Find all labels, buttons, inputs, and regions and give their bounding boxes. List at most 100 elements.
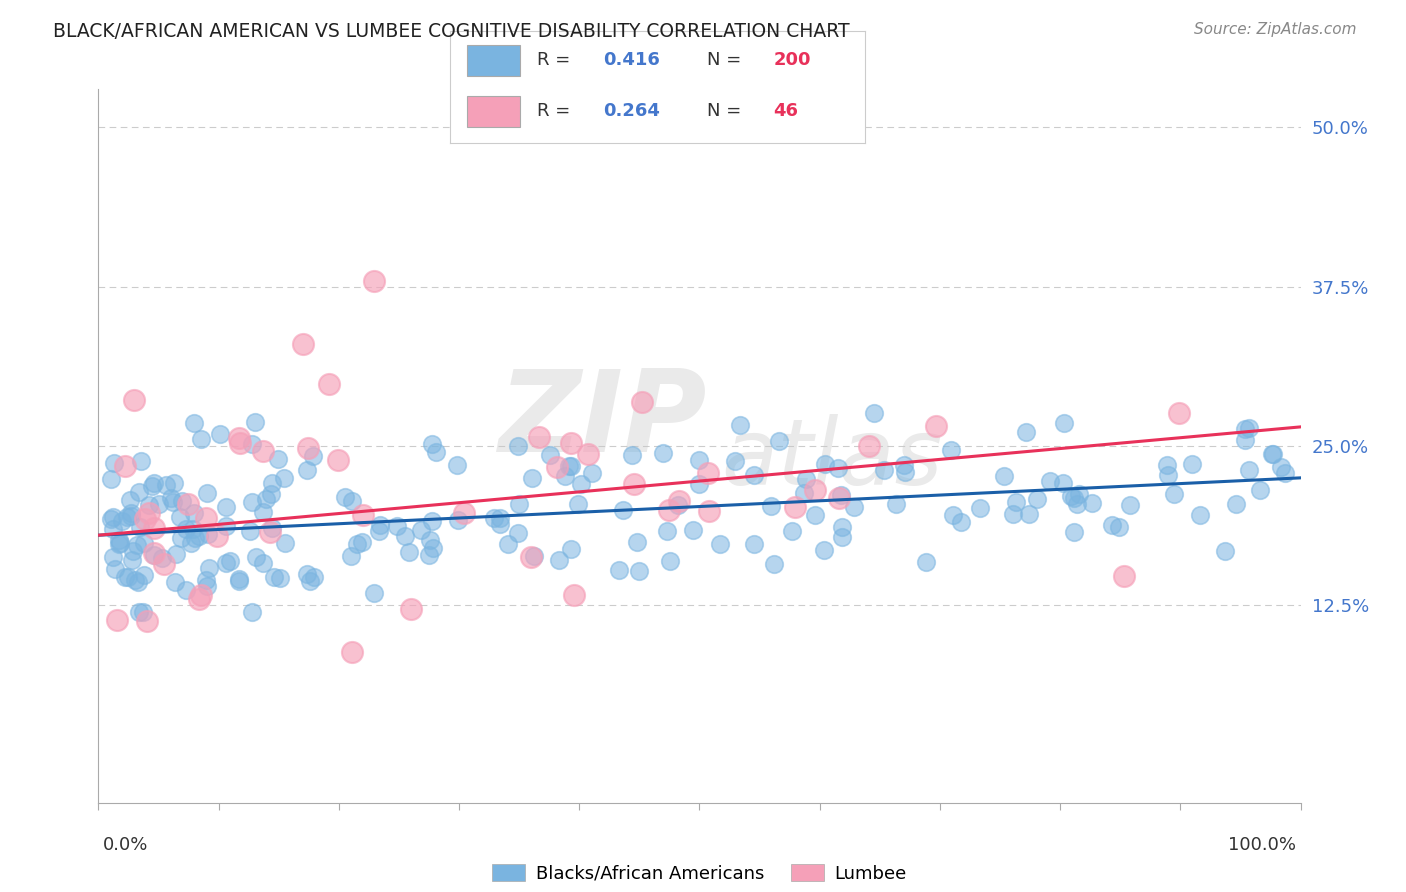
Point [219, 554, 242, 568]
Point [682, 524, 704, 538]
Point [709, 537, 731, 551]
Point [813, 457, 835, 471]
Point [420, 436, 443, 450]
Point [844, 500, 866, 515]
Point [333, 490, 356, 504]
Point [768, 434, 790, 448]
Point [128, 485, 150, 500]
Point [183, 531, 205, 545]
Point [100, 512, 122, 526]
Point [620, 448, 643, 462]
Point [115, 510, 138, 524]
Point [273, 470, 295, 484]
Point [1060, 490, 1083, 504]
Point [208, 427, 231, 442]
Point [160, 491, 183, 506]
Point [368, 517, 391, 532]
Point [131, 605, 153, 619]
Point [418, 548, 440, 562]
Point [548, 552, 571, 566]
Point [1018, 508, 1040, 522]
Text: 200: 200 [773, 51, 811, 70]
Point [254, 492, 277, 507]
Point [120, 506, 142, 520]
Point [1005, 494, 1028, 508]
Point [1237, 463, 1260, 477]
Point [252, 444, 274, 458]
Point [120, 509, 142, 524]
Point [793, 486, 815, 500]
Point [195, 511, 218, 525]
Point [114, 570, 136, 584]
Point [107, 536, 129, 550]
Point [368, 524, 391, 538]
Point [1014, 425, 1036, 439]
Point [163, 476, 186, 491]
Point [350, 535, 373, 549]
Point [229, 436, 252, 450]
Point [136, 614, 159, 628]
Point [1167, 406, 1189, 420]
FancyBboxPatch shape [467, 45, 520, 76]
Point [446, 458, 468, 473]
Point [668, 494, 690, 508]
Point [1067, 487, 1090, 501]
Point [623, 477, 645, 491]
Text: 0.0%: 0.0% [103, 836, 148, 854]
Point [1063, 491, 1085, 505]
Point [858, 439, 880, 453]
Point [697, 467, 720, 481]
Point [177, 497, 200, 511]
Text: ZIP: ZIP [499, 365, 707, 476]
Point [569, 476, 592, 491]
Point [628, 564, 651, 578]
Text: 0.264: 0.264 [603, 103, 661, 120]
Point [894, 465, 917, 479]
Point [180, 535, 202, 549]
Point [101, 550, 124, 565]
Point [520, 471, 543, 485]
Point [658, 503, 681, 517]
Point [742, 467, 765, 482]
Point [804, 508, 827, 522]
Point [105, 613, 128, 627]
Point [183, 416, 205, 430]
Point [197, 527, 219, 541]
Text: Source: ZipAtlas.com: Source: ZipAtlas.com [1194, 22, 1357, 37]
Point [153, 557, 176, 571]
Point [190, 432, 212, 446]
Point [409, 523, 432, 537]
Point [560, 542, 582, 557]
Point [108, 533, 131, 547]
Point [398, 545, 420, 559]
Point [1181, 457, 1204, 471]
Text: N =: N = [707, 51, 747, 70]
Point [262, 476, 284, 491]
Point [142, 476, 165, 491]
Point [425, 445, 447, 459]
Point [242, 495, 264, 509]
Point [340, 549, 363, 564]
Point [1156, 458, 1178, 472]
Point [554, 468, 576, 483]
Point [949, 515, 972, 529]
Point [243, 415, 266, 429]
Point [100, 472, 122, 486]
Point [155, 477, 177, 491]
Point [295, 566, 318, 581]
Point [346, 537, 368, 551]
Point [523, 549, 546, 563]
Text: R =: R = [537, 103, 576, 120]
Point [1101, 518, 1123, 533]
Point [652, 446, 675, 460]
Point [941, 442, 963, 457]
Point [893, 458, 915, 472]
Point [884, 497, 907, 511]
Point [969, 500, 991, 515]
Point [176, 582, 198, 597]
Point [176, 522, 198, 536]
Point [162, 495, 184, 509]
Point [121, 544, 143, 558]
Point [742, 537, 765, 551]
Point [1080, 496, 1102, 510]
